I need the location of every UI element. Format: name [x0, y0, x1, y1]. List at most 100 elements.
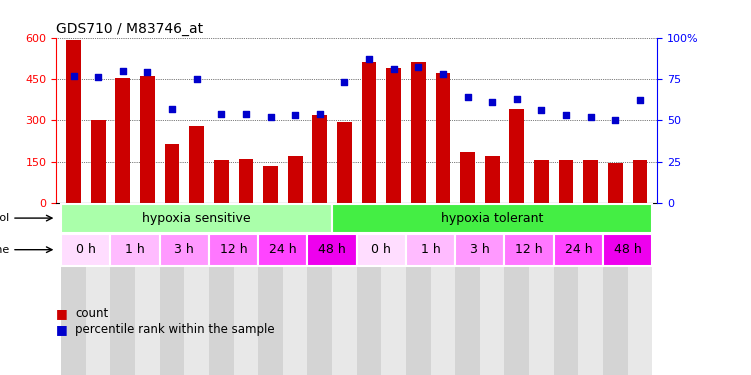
- Bar: [116, 78, 130, 203]
- Text: GDS710 / M83746_at: GDS710 / M83746_at: [56, 22, 204, 36]
- Bar: [234, 203, 258, 375]
- Bar: [184, 203, 209, 375]
- Bar: [628, 203, 652, 375]
- Bar: [110, 234, 160, 266]
- Bar: [603, 203, 628, 375]
- Point: [264, 114, 276, 120]
- Text: 0 h: 0 h: [76, 243, 96, 256]
- Point: [92, 74, 104, 80]
- Bar: [140, 76, 155, 203]
- Bar: [632, 160, 647, 203]
- Point: [240, 111, 252, 117]
- Bar: [135, 203, 160, 375]
- Point: [609, 117, 621, 123]
- Point: [462, 94, 474, 100]
- Bar: [505, 203, 529, 375]
- Point: [486, 99, 498, 105]
- Bar: [362, 62, 376, 203]
- Bar: [529, 203, 553, 375]
- Bar: [160, 234, 209, 266]
- Bar: [480, 203, 505, 375]
- Text: 12 h: 12 h: [515, 243, 543, 256]
- Text: 3 h: 3 h: [174, 243, 195, 256]
- Point: [363, 56, 375, 62]
- Bar: [578, 203, 603, 375]
- Bar: [209, 203, 234, 375]
- Point: [560, 112, 572, 118]
- Bar: [509, 109, 524, 203]
- Point: [216, 111, 228, 117]
- Point: [166, 106, 178, 112]
- Bar: [553, 234, 603, 266]
- Bar: [386, 68, 401, 203]
- Point: [437, 71, 449, 77]
- Text: 24 h: 24 h: [269, 243, 297, 256]
- Bar: [460, 152, 475, 203]
- Point: [117, 68, 129, 74]
- Bar: [534, 160, 549, 203]
- Text: count: count: [75, 307, 108, 320]
- Bar: [312, 115, 327, 203]
- Bar: [164, 144, 179, 203]
- Bar: [455, 203, 480, 375]
- Point: [388, 66, 400, 72]
- Bar: [382, 203, 406, 375]
- Bar: [584, 160, 598, 203]
- Bar: [411, 62, 426, 203]
- Bar: [62, 204, 332, 232]
- Point: [141, 69, 153, 75]
- Bar: [455, 234, 505, 266]
- Point: [339, 79, 351, 85]
- Point: [191, 76, 203, 82]
- Text: hypoxia sensitive: hypoxia sensitive: [143, 211, 251, 225]
- Bar: [86, 203, 110, 375]
- Text: 24 h: 24 h: [565, 243, 592, 256]
- Text: ■: ■: [56, 307, 72, 320]
- Bar: [406, 203, 430, 375]
- Bar: [430, 203, 455, 375]
- Bar: [307, 234, 357, 266]
- Bar: [332, 203, 357, 375]
- Text: time: time: [0, 245, 10, 255]
- Bar: [258, 203, 283, 375]
- Point: [584, 114, 596, 120]
- Text: 12 h: 12 h: [220, 243, 247, 256]
- Bar: [62, 203, 86, 375]
- Bar: [337, 122, 351, 203]
- Bar: [332, 204, 652, 232]
- Text: 1 h: 1 h: [421, 243, 441, 256]
- Bar: [209, 234, 258, 266]
- Bar: [66, 40, 81, 203]
- Bar: [263, 166, 278, 203]
- Point: [511, 96, 523, 102]
- Text: hypoxia tolerant: hypoxia tolerant: [441, 211, 543, 225]
- Point: [412, 64, 424, 70]
- Bar: [357, 234, 406, 266]
- Bar: [258, 234, 307, 266]
- Bar: [608, 163, 623, 203]
- Point: [314, 111, 326, 117]
- Bar: [406, 234, 455, 266]
- Bar: [214, 160, 229, 203]
- Bar: [160, 203, 184, 375]
- Bar: [189, 126, 204, 203]
- Point: [535, 107, 547, 113]
- Bar: [110, 203, 135, 375]
- Bar: [62, 234, 110, 266]
- Bar: [307, 203, 332, 375]
- Bar: [357, 203, 382, 375]
- Text: 0 h: 0 h: [372, 243, 391, 256]
- Bar: [603, 234, 652, 266]
- Bar: [288, 156, 303, 203]
- Text: 3 h: 3 h: [470, 243, 490, 256]
- Text: 1 h: 1 h: [125, 243, 145, 256]
- Bar: [436, 74, 451, 203]
- Bar: [283, 203, 307, 375]
- Point: [289, 112, 301, 118]
- Bar: [484, 156, 499, 203]
- Bar: [239, 159, 253, 203]
- Point: [68, 73, 80, 79]
- Bar: [505, 234, 553, 266]
- Text: 48 h: 48 h: [318, 243, 346, 256]
- Bar: [553, 203, 578, 375]
